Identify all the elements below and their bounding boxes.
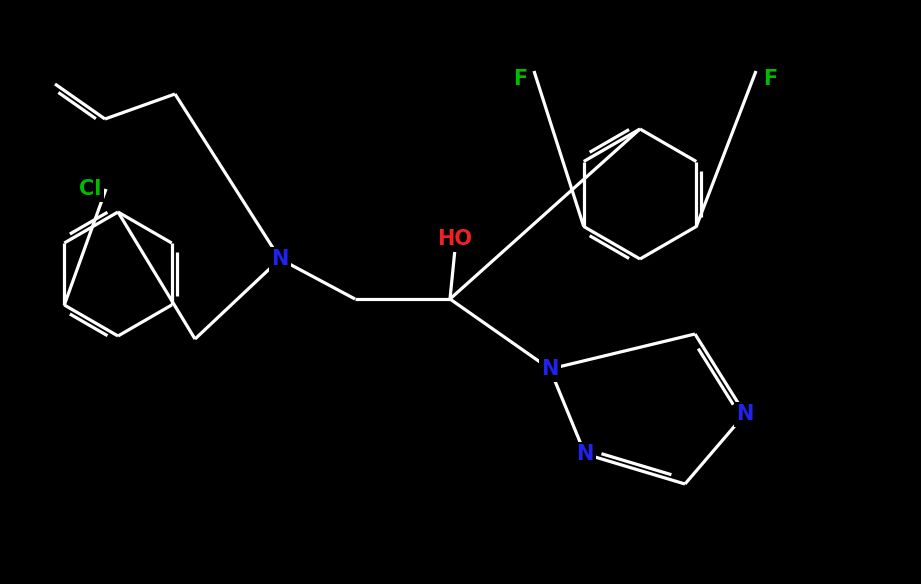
Text: Cl: Cl — [79, 179, 101, 199]
Text: N: N — [542, 359, 559, 379]
Text: F: F — [513, 69, 527, 89]
Text: N: N — [577, 444, 594, 464]
Text: HO: HO — [437, 229, 472, 249]
Text: F: F — [763, 69, 777, 89]
Text: N: N — [272, 249, 288, 269]
Text: N: N — [736, 404, 753, 424]
